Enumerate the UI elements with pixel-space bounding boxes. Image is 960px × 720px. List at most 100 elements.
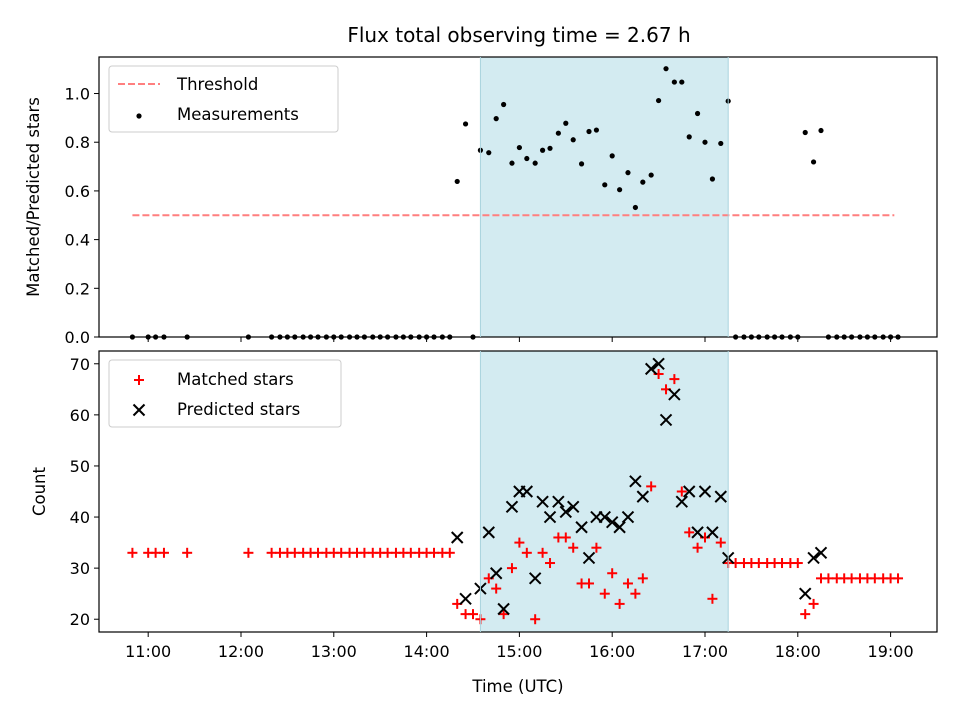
y-tick-label: 0.4	[65, 231, 90, 250]
top-legend-box	[108, 65, 339, 133]
matched-star-point	[491, 583, 502, 594]
predicted-star-point	[605, 515, 619, 529]
predicted-star-point	[497, 602, 510, 616]
y-tick-label: 1.0	[65, 85, 90, 104]
matched-star-point	[630, 588, 641, 599]
legend-threshold-label: Threshold	[176, 75, 258, 94]
predicted-star-point-b	[613, 521, 626, 534]
predicted-star-point-b	[668, 388, 681, 401]
predicted-star-point-b	[706, 526, 719, 539]
matched-star-point	[506, 563, 517, 574]
legend-matched-marker	[134, 375, 144, 385]
measurement-point	[493, 116, 499, 122]
measurement-point	[586, 128, 592, 135]
y-tick-label: 60	[70, 406, 90, 425]
measurement-point	[818, 127, 824, 134]
predicted-star-point	[652, 357, 665, 370]
matched-star-point	[359, 547, 370, 558]
matched-star-point	[869, 573, 880, 584]
predicted-star-point	[543, 510, 557, 524]
matched-star-point	[382, 547, 393, 558]
predicted-star-point-b	[482, 526, 495, 539]
matched-star-point	[429, 547, 440, 558]
predicted-star-point	[520, 485, 534, 498]
predicted-star-point-b	[497, 602, 510, 616]
predicted-star-point-b	[520, 485, 534, 498]
top-observing-span	[480, 57, 729, 337]
legend-matched-label: Matched stars	[177, 370, 294, 389]
bottom-y-axis-label: Count	[30, 466, 49, 516]
predicted-star-point-b	[459, 592, 472, 605]
top-x-ticks	[147, 337, 892, 342]
predicted-star-point-b	[567, 500, 580, 514]
measurement-point	[570, 137, 576, 143]
predicted-star-point	[644, 362, 658, 376]
predicted-star-point	[489, 567, 503, 580]
matched-star-point	[498, 609, 509, 620]
top-y-axis-label: Matched/Predicted stars	[24, 97, 43, 297]
measurement-point	[802, 129, 808, 136]
predicted-star-point-b	[636, 490, 650, 503]
y-tick-label: 30	[70, 559, 90, 578]
matched-star-point	[893, 573, 904, 584]
matched-star-point	[568, 542, 579, 553]
matched-star-point	[583, 578, 594, 589]
predicted-star-point	[552, 495, 565, 508]
legend-predicted-marker	[132, 403, 146, 417]
matched-star-point	[545, 558, 556, 569]
bottom-legend: Matched stars Predicted stars	[108, 359, 342, 428]
matched-star-point	[182, 547, 193, 558]
matched-star-point	[405, 547, 416, 558]
measurement-point	[671, 79, 677, 85]
matched-star-point	[150, 547, 161, 558]
measurement-point	[462, 121, 469, 127]
predicted-stars-points	[451, 357, 828, 616]
measurement-point	[501, 101, 507, 108]
predicted-star-point	[807, 551, 820, 565]
predicted-star-point	[799, 587, 812, 600]
matched-star-point	[676, 486, 687, 497]
matched-star-point	[289, 547, 300, 558]
x-tick-label: 17:00	[682, 642, 728, 661]
predicted-star-point	[668, 388, 681, 401]
matched-star-point	[669, 374, 680, 385]
matched-star-point	[560, 532, 571, 543]
y-tick-label: 40	[70, 508, 90, 527]
matched-star-point	[792, 558, 803, 569]
measurement-point	[640, 179, 646, 185]
predicted-star-point-b	[714, 490, 727, 503]
predicted-star-point	[482, 526, 495, 539]
x-tick-label: 16:00	[589, 642, 635, 661]
predicted-star-point-b	[552, 495, 565, 508]
predicted-star-point	[814, 546, 828, 560]
predicted-star-point	[629, 475, 642, 488]
measurement-point	[609, 153, 615, 159]
predicted-star-point	[714, 490, 727, 503]
predicted-star-point	[536, 495, 549, 508]
predicted-star-point	[559, 505, 573, 519]
matched-star-point	[607, 568, 618, 579]
predicted-star-point	[683, 485, 696, 498]
predicted-star-point-b	[675, 495, 689, 508]
measurement-point	[702, 139, 708, 145]
legend-predicted-swatch	[132, 403, 146, 417]
predicted-star-point-b	[536, 495, 549, 508]
predicted-star-point	[636, 490, 650, 503]
predicted-star-point-b	[629, 475, 642, 488]
predicted-star-point	[567, 500, 580, 514]
matched-star-point	[336, 547, 347, 558]
matched-star-point	[521, 547, 532, 558]
x-tick-label: 19:00	[868, 642, 914, 661]
x-axis-label: Time (UTC)	[471, 677, 563, 696]
legend-predicted-marker-b	[132, 403, 146, 417]
measurement-point	[709, 176, 716, 182]
predicted-star-point-b	[598, 510, 611, 524]
x-tick-label: 13:00	[311, 642, 357, 661]
matched-star-point	[684, 527, 695, 538]
matched-star-point	[823, 573, 834, 584]
predicted-star-point-b	[691, 526, 704, 539]
measurement-point	[810, 159, 817, 165]
legend-matched-swatch	[134, 375, 144, 385]
measurement-point	[486, 150, 492, 156]
